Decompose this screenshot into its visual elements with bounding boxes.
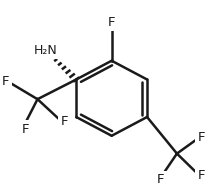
Text: F: F [2,75,9,88]
Text: H₂N: H₂N [33,44,57,57]
Text: F: F [157,173,164,186]
Text: F: F [60,115,68,128]
Text: F: F [198,131,205,144]
Text: F: F [22,123,29,136]
Text: F: F [108,16,115,29]
Text: F: F [198,169,205,182]
